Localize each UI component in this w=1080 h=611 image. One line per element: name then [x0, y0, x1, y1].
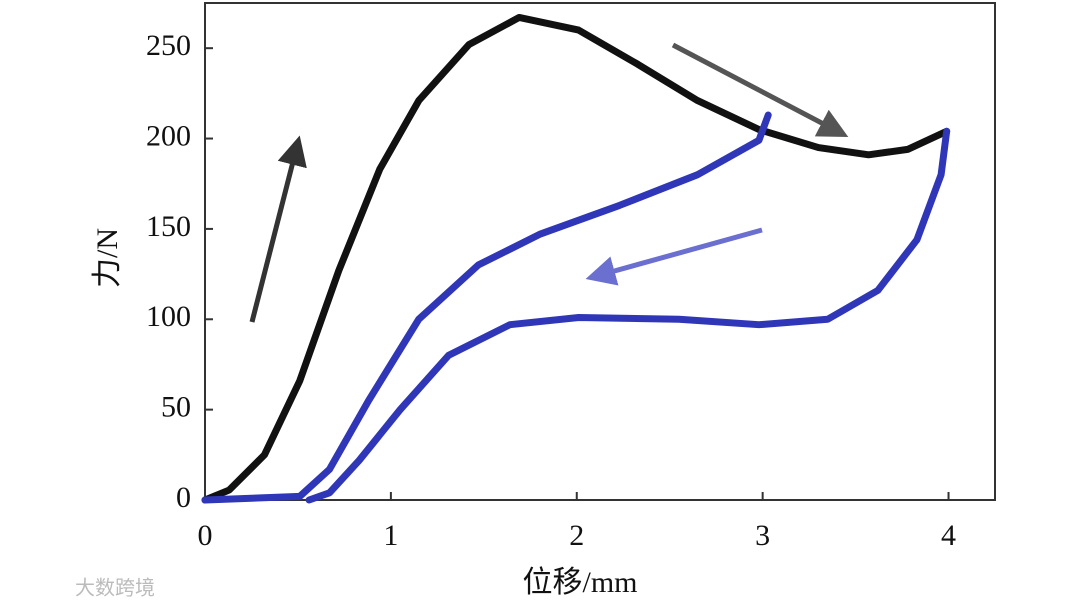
arrow [585, 227, 763, 286]
watermark: 大数跨境 [75, 576, 155, 600]
plot-frame [204, 2, 996, 501]
curve [201, 13, 951, 504]
x-tick-label: 4 [941, 519, 956, 552]
y-tick-label: 50 [161, 391, 191, 424]
y-tick-label: 0 [176, 481, 191, 514]
y-tick-label: 150 [146, 210, 191, 243]
x-tick-label: 1 [383, 519, 398, 552]
x-tick-label: 2 [569, 519, 584, 552]
curve [201, 111, 772, 504]
y-tick-label: 200 [146, 119, 191, 152]
y-axis-label: 力/N [91, 228, 124, 288]
arrow [671, 42, 849, 137]
curve [305, 127, 951, 504]
y-tick-label: 250 [146, 29, 191, 62]
y-tick-label: 100 [146, 300, 191, 333]
x-tick-label: 3 [755, 519, 770, 552]
x-axis-label: 位移/mm [522, 566, 637, 599]
arrow [249, 135, 307, 323]
x-tick-label: 0 [198, 519, 213, 552]
